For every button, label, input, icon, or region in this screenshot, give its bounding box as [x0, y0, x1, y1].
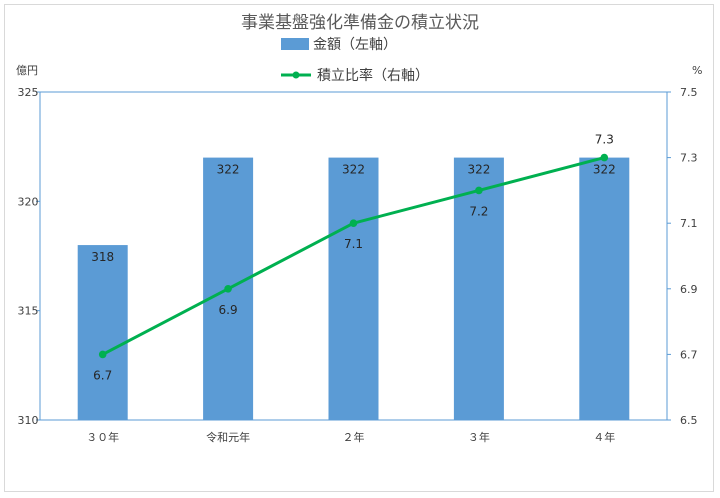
left-axis-tick-label: 325	[18, 86, 39, 99]
line-data-label: 6.9	[219, 303, 238, 317]
bar	[453, 157, 504, 420]
bar	[328, 157, 379, 420]
line-data-label: 7.3	[595, 133, 614, 147]
right-axis-tick-label: 6.9	[680, 283, 698, 296]
right-axis-tick-label: 7.3	[680, 152, 698, 165]
bar-data-label: 318	[91, 250, 114, 264]
legend-line-marker	[292, 71, 300, 79]
bar-data-label: 322	[467, 163, 490, 177]
left-axis-tick-label: 315	[18, 305, 39, 318]
right-axis-unit: %	[692, 64, 702, 77]
legend-bar-label: 金額（左軸）	[313, 37, 397, 53]
line-point	[349, 219, 358, 227]
category-label: ４年	[593, 430, 615, 444]
category-label: ２年	[343, 430, 365, 444]
legend-bar-swatch	[281, 38, 309, 50]
right-axis-tick-label: 7.1	[680, 217, 698, 230]
category-label: ３０年	[86, 430, 119, 444]
left-axis-unit: 億円	[16, 64, 38, 77]
line-point	[475, 186, 483, 195]
line-data-label: 6.7	[93, 368, 112, 382]
line-point	[224, 285, 232, 293]
bar	[579, 157, 630, 420]
bar-data-label: 322	[217, 163, 240, 177]
category-label: ３年	[468, 430, 490, 444]
right-axis-tick-label: 6.7	[680, 348, 698, 361]
legend-line-label: 積立比率（右軸）	[317, 67, 429, 84]
line-data-label: 7.2	[469, 204, 488, 218]
line-point	[98, 350, 107, 359]
legend: 金額（左軸） 積立比率（右軸）	[281, 37, 429, 84]
left-axis-tick-label: 320	[18, 195, 39, 208]
plot-area: 310 315 320 325 6.5 6.7 6.9 7.1 7.3 7.5 318 322 322 3…	[18, 86, 698, 444]
left-axis-tick-label: 310	[18, 414, 39, 427]
bar-data-label: 322	[342, 163, 365, 177]
right-axis-tick-label: 6.5	[680, 414, 698, 427]
right-axis-tick-label: 7.5	[680, 86, 698, 99]
line-point	[600, 153, 609, 162]
chart-title: 事業基盤強化準備金の積立状況	[241, 13, 479, 33]
bar-data-label: 322	[593, 163, 616, 177]
line-data-label: 7.1	[344, 237, 363, 251]
bar	[77, 245, 128, 420]
category-label: 令和元年	[206, 430, 250, 444]
